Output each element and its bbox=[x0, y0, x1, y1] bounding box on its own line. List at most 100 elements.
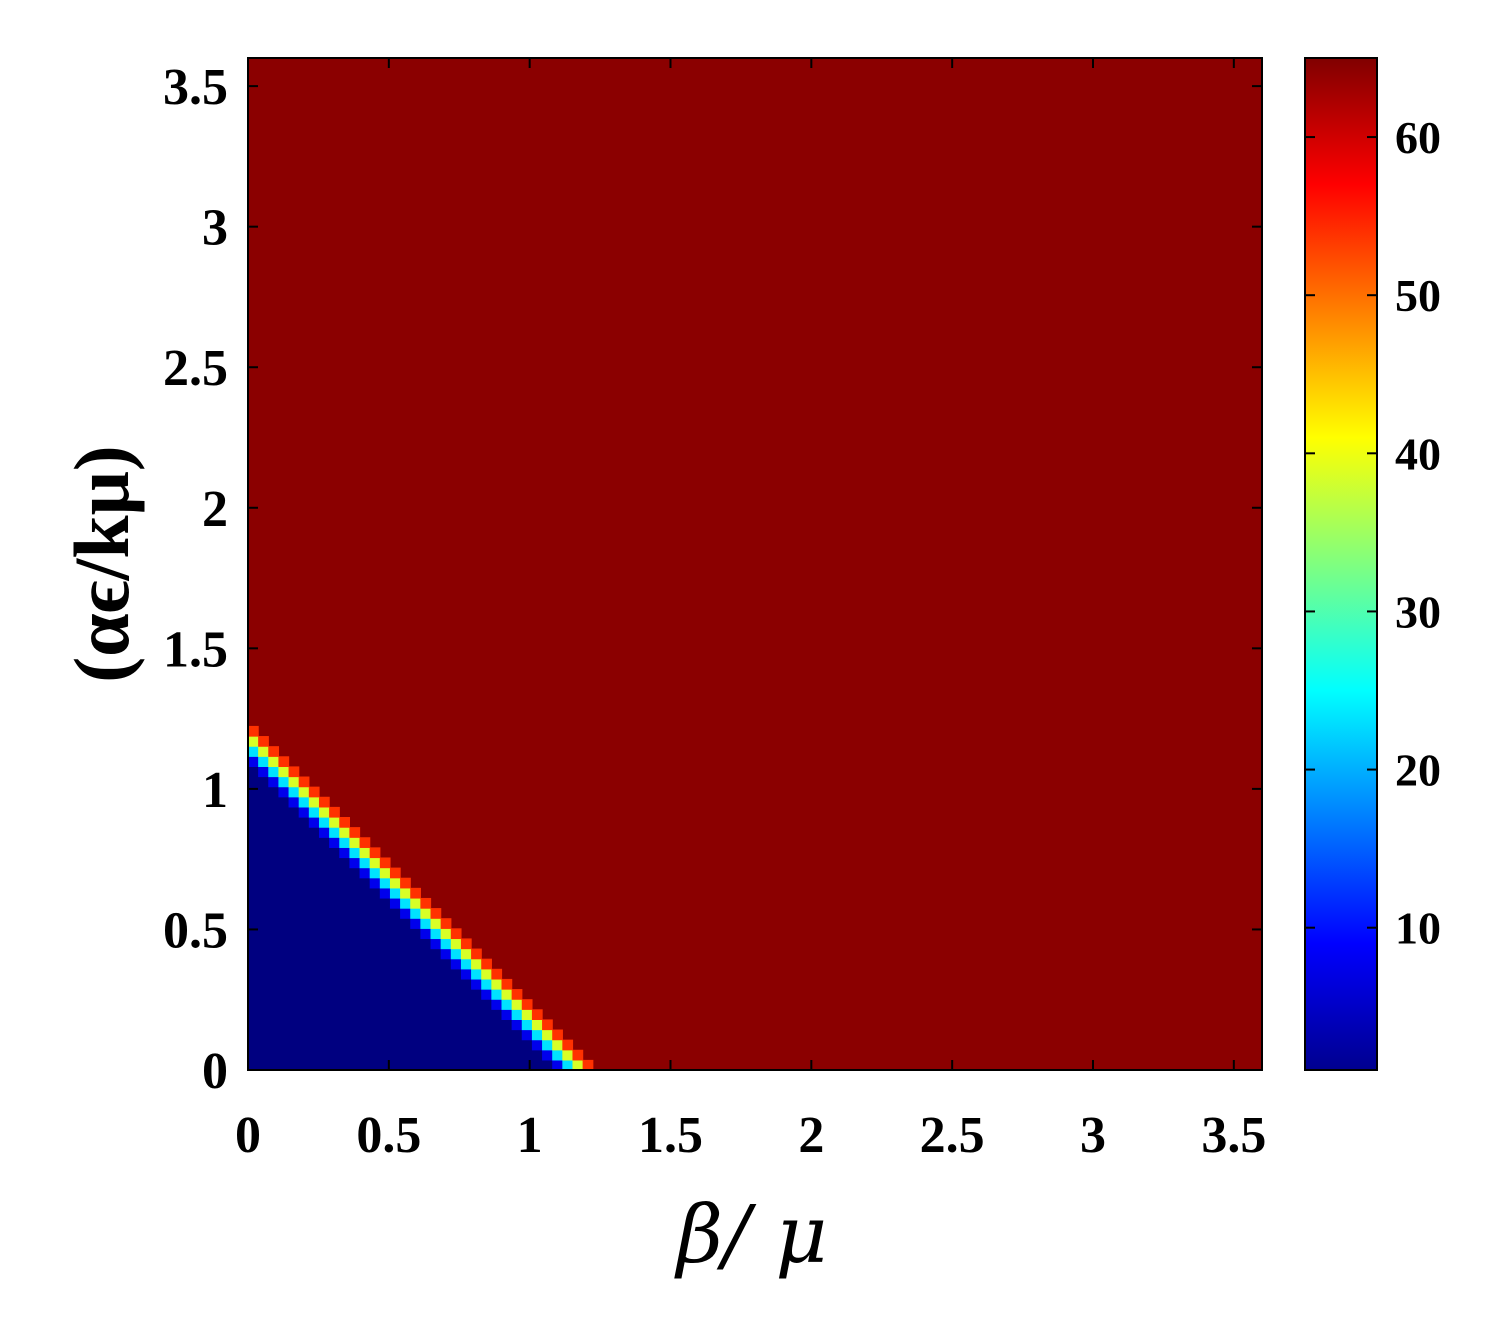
heatmap-cell bbox=[248, 766, 259, 778]
heatmap-cell bbox=[420, 999, 432, 1010]
heatmap-cell bbox=[298, 948, 310, 960]
heatmap-cell bbox=[521, 999, 533, 1010]
heatmap-cell bbox=[400, 989, 411, 1000]
heatmap-cell bbox=[248, 786, 259, 798]
heatmap-cell bbox=[329, 857, 340, 869]
heatmap-cell bbox=[248, 736, 259, 747]
heatmap-cell bbox=[450, 1059, 462, 1071]
heatmap-cell bbox=[268, 786, 280, 798]
heatmap-cell bbox=[471, 958, 482, 970]
heatmap-cell bbox=[329, 867, 340, 879]
heatmap-cell bbox=[359, 1049, 371, 1061]
heatmap-cell bbox=[278, 887, 290, 899]
heatmap-cell bbox=[258, 968, 269, 980]
colorbar-ticks: 10 20 30 40 50 60 bbox=[1305, 112, 1441, 954]
heatmap-cell bbox=[268, 857, 280, 869]
heatmap-cell bbox=[501, 989, 513, 1000]
heatmap-cell bbox=[349, 897, 361, 909]
heatmap-cell bbox=[258, 1049, 269, 1061]
heatmap-cell bbox=[298, 877, 310, 889]
heatmap-cell bbox=[430, 958, 442, 970]
heatmap-cell bbox=[298, 887, 310, 899]
heatmap-cell bbox=[562, 1059, 574, 1071]
heatmap-cell bbox=[460, 948, 472, 960]
heatmap-cell bbox=[369, 938, 381, 950]
heatmap-cell bbox=[420, 1029, 432, 1041]
heatmap-cell bbox=[318, 897, 330, 909]
heatmap-cell bbox=[268, 908, 280, 919]
heatmap-cell bbox=[349, 887, 361, 899]
heatmap-cell bbox=[278, 806, 290, 818]
heatmap-cell bbox=[308, 938, 320, 950]
heatmap-cell bbox=[268, 938, 280, 950]
heatmap-cell bbox=[531, 1049, 543, 1061]
heatmap-cell bbox=[450, 938, 462, 950]
heatmap-cell bbox=[248, 1059, 259, 1071]
heatmap-cell bbox=[318, 989, 330, 1000]
heatmap-cell bbox=[369, 989, 381, 1000]
heatmap-cell bbox=[379, 928, 391, 940]
heatmap-cell bbox=[460, 938, 472, 950]
heatmap-cell bbox=[521, 1029, 533, 1041]
heatmap-cell bbox=[258, 786, 269, 798]
heatmap-cell bbox=[460, 1029, 472, 1041]
heatmap-cell bbox=[278, 1049, 290, 1061]
heatmap-cell bbox=[329, 1049, 340, 1061]
heatmap-cell bbox=[298, 1039, 310, 1051]
heatmap-cell bbox=[379, 938, 391, 950]
heatmap-cell bbox=[278, 948, 290, 960]
heatmap-cell bbox=[349, 999, 361, 1010]
heatmap-cell bbox=[329, 908, 340, 919]
heatmap-cell bbox=[379, 1059, 391, 1071]
heatmap-cell bbox=[288, 989, 300, 1000]
heatmap-cell bbox=[329, 918, 340, 929]
heatmap-cell bbox=[308, 817, 320, 828]
heatmap-cell bbox=[410, 928, 421, 940]
heatmap-cell bbox=[369, 908, 381, 919]
heatmap-cell bbox=[542, 1029, 553, 1041]
heatmap-cell bbox=[369, 918, 381, 929]
heatmap-cell bbox=[318, 857, 330, 869]
heatmap-cell bbox=[410, 1059, 421, 1071]
heatmap-cell bbox=[450, 928, 462, 940]
heatmap-cell bbox=[481, 968, 492, 980]
heatmap-cell bbox=[460, 1059, 472, 1071]
heatmap-cell bbox=[359, 989, 371, 1000]
heatmap-cell bbox=[440, 978, 452, 990]
heatmap-cell bbox=[298, 817, 310, 828]
heatmap-cell bbox=[400, 1029, 411, 1041]
heatmap-cell bbox=[430, 948, 442, 960]
heatmap-cell bbox=[400, 968, 411, 980]
heatmap-cell bbox=[349, 877, 361, 889]
heatmap-cell bbox=[410, 968, 421, 980]
heatmap-cell bbox=[339, 897, 350, 909]
heatmap-cell bbox=[450, 1029, 462, 1041]
heatmap-cell bbox=[318, 978, 330, 990]
heatmap-cell bbox=[389, 1009, 401, 1020]
heatmap-cell bbox=[582, 1059, 594, 1071]
heatmap-cell bbox=[349, 837, 361, 848]
heatmap-cell bbox=[491, 1019, 503, 1031]
heatmap-cell bbox=[288, 837, 300, 848]
heatmap-cell bbox=[268, 968, 280, 980]
heatmap-cell bbox=[318, 958, 330, 970]
heatmap-cell bbox=[349, 989, 361, 1000]
x-tick-label: 2 bbox=[798, 1107, 824, 1164]
heatmap-cell bbox=[278, 938, 290, 950]
heatmap-cell bbox=[501, 1009, 513, 1020]
heatmap-cell bbox=[248, 817, 259, 828]
heatmap-cell bbox=[248, 897, 259, 909]
heatmap-cell bbox=[288, 1029, 300, 1041]
heatmap-cell bbox=[339, 887, 350, 899]
heatmap-cell bbox=[400, 918, 411, 929]
heatmap-cell bbox=[258, 928, 269, 940]
heatmap-cell bbox=[339, 857, 350, 869]
heatmap-cell bbox=[339, 867, 350, 879]
heatmap-cell bbox=[460, 1009, 472, 1020]
heatmap-cell bbox=[288, 817, 300, 828]
heatmap-cell bbox=[298, 796, 310, 808]
heatmap-cell bbox=[521, 1019, 533, 1031]
heatmap-cell bbox=[288, 877, 300, 889]
heatmap-cell bbox=[471, 1029, 482, 1041]
heatmap-cell bbox=[420, 897, 432, 909]
